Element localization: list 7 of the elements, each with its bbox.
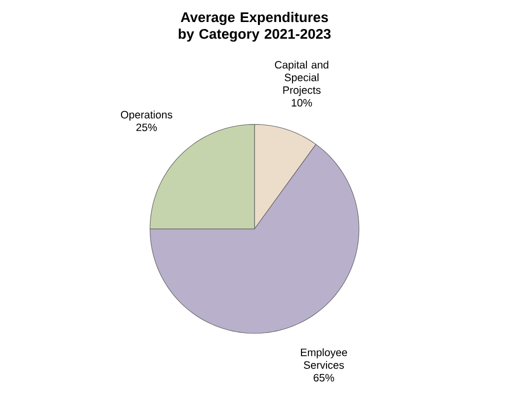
data-label: 65% — [314, 374, 334, 382]
slice-label: Employee Services — [300, 348, 348, 369]
slice-label: Capital and Special Projects — [274, 60, 328, 96]
data-label: 25% — [136, 124, 157, 132]
slice-label: Operations — [120, 110, 172, 121]
chart-title: Average Expenditures by Category 2021-2023 — [178, 12, 331, 42]
data-label: 10% — [292, 99, 312, 107]
